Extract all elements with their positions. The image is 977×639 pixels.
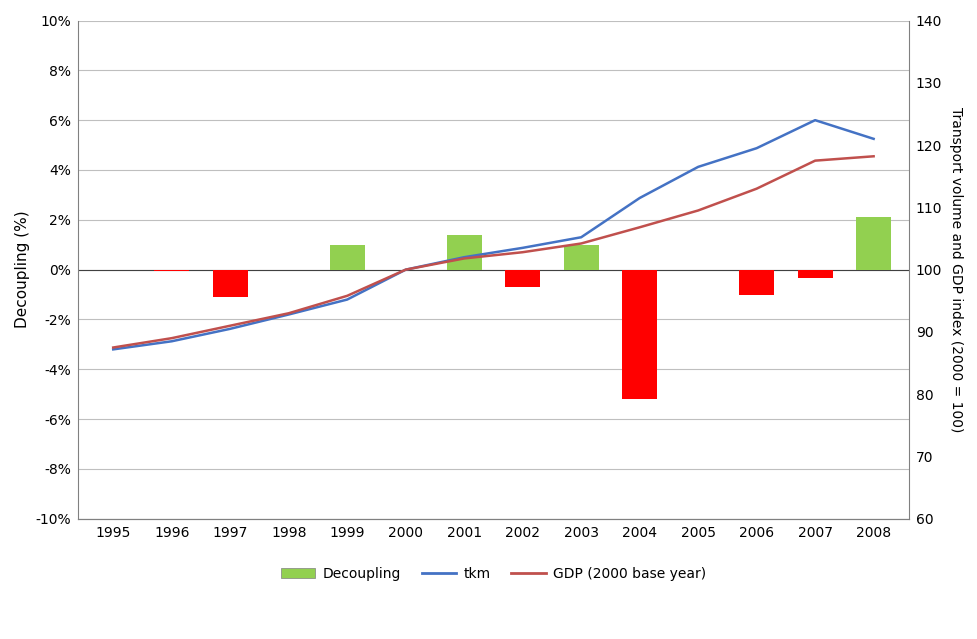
Bar [621,270,657,399]
Bar [739,270,774,295]
Bar [504,270,539,287]
Bar [563,245,598,270]
Y-axis label: Transport volume and GDP index (2000 = 100): Transport volume and GDP index (2000 = 1… [948,107,962,433]
Bar [154,270,190,271]
Y-axis label: Decoupling (%): Decoupling (%) [15,211,30,328]
Bar [797,270,831,279]
Bar [446,235,482,270]
Bar [212,270,247,297]
Bar [329,245,364,270]
Bar [855,217,890,270]
Legend: Decoupling, tkm, GDP (2000 base year): Decoupling, tkm, GDP (2000 base year) [275,562,711,587]
